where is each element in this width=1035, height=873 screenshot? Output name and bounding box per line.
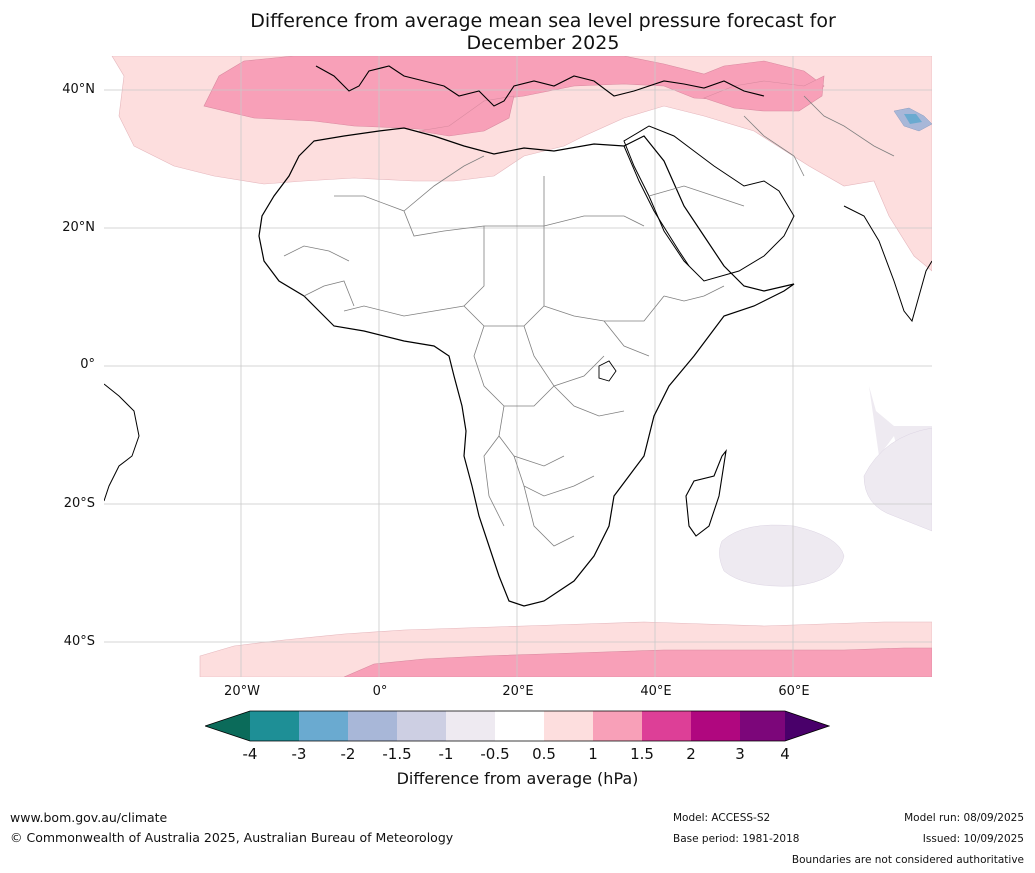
legend-arrow-low bbox=[205, 711, 250, 741]
legend-tick: 0.5 bbox=[532, 745, 556, 763]
legend-tick: 1 bbox=[588, 745, 598, 763]
footer-model: Model: ACCESS-S2 bbox=[673, 812, 771, 824]
legend-title: Difference from average (hPa) bbox=[396, 769, 639, 788]
madagascar-coastline bbox=[685, 449, 727, 537]
legend-outline bbox=[205, 710, 830, 742]
map-title-line2: December 2025 bbox=[466, 32, 620, 54]
legend-tick: -0.5 bbox=[480, 745, 510, 763]
anomaly-region-south-medium bbox=[343, 647, 932, 677]
map-canvas bbox=[104, 56, 932, 677]
lake-victoria bbox=[598, 360, 617, 382]
legend-bin bbox=[642, 711, 691, 741]
country-borders bbox=[283, 95, 895, 547]
legend-tick: -1 bbox=[438, 745, 454, 763]
legend-bin bbox=[740, 711, 785, 741]
legend-bin bbox=[250, 711, 299, 741]
red-sea-coastline bbox=[623, 145, 690, 267]
map-title: Difference from average mean sea level p… bbox=[0, 10, 1035, 54]
legend-bin bbox=[495, 711, 544, 741]
anomaly-region-north-medium-lobe bbox=[418, 95, 515, 137]
legend-tick: 1.5 bbox=[630, 745, 654, 763]
anomaly-region-indian-ocean-south bbox=[719, 524, 845, 587]
south-america-coastline bbox=[104, 383, 140, 502]
legend-bin bbox=[593, 711, 642, 741]
legend-tick: -1.5 bbox=[382, 745, 412, 763]
lat-label-equator: 0° bbox=[80, 357, 95, 372]
graticule bbox=[104, 56, 932, 677]
footer-disclaimer: Boundaries are not considered authoritat… bbox=[791, 854, 1024, 866]
legend-tick: 2 bbox=[686, 745, 696, 763]
legend-bin bbox=[446, 711, 495, 741]
lon-label-20e: 20°E bbox=[502, 684, 534, 699]
legend-bin bbox=[348, 711, 397, 741]
footer-base-period: Base period: 1981-2018 bbox=[673, 833, 800, 845]
footer-issued: Issued: 10/09/2025 bbox=[922, 833, 1024, 845]
africa-coastline bbox=[258, 127, 795, 607]
lon-label-40e: 40°E bbox=[640, 684, 672, 699]
lat-label-40s: 40°S bbox=[63, 634, 95, 649]
anomaly-region-indian-ocean-patch bbox=[863, 427, 932, 532]
legend-tick: 4 bbox=[780, 745, 790, 763]
anomaly-region-himalaya-negative-core bbox=[904, 114, 922, 124]
legend-tick: 3 bbox=[735, 745, 745, 763]
anomaly-region-caspian-medium bbox=[703, 75, 825, 112]
india-coastline bbox=[843, 205, 932, 323]
legend-tick: -2 bbox=[340, 745, 356, 763]
legend-bin bbox=[691, 711, 740, 741]
map-title-line1: Difference from average mean sea level p… bbox=[250, 10, 836, 32]
legend-tick: -4 bbox=[242, 745, 258, 763]
lat-label-40n: 40°N bbox=[62, 82, 95, 97]
lon-label-60e: 60°E bbox=[778, 684, 810, 699]
lat-label-20s: 20°S bbox=[63, 496, 95, 511]
lon-label-20w: 20°W bbox=[224, 684, 260, 699]
pressure-anomaly-map bbox=[104, 56, 932, 677]
legend-arrow-high bbox=[785, 711, 829, 741]
legend-tick: -3 bbox=[291, 745, 307, 763]
europe-coastline bbox=[315, 65, 765, 107]
footer-copyright: © Commonwealth of Australia 2025, Austra… bbox=[10, 830, 454, 845]
footer-url: www.bom.gov.au/climate bbox=[10, 810, 168, 825]
legend-bin bbox=[397, 711, 446, 741]
lon-label-0: 0° bbox=[372, 684, 388, 699]
footer-model-run: Model run: 08/09/2025 bbox=[904, 812, 1024, 824]
legend-bin bbox=[544, 711, 593, 741]
legend-bin bbox=[299, 711, 348, 741]
arabia-coastline bbox=[623, 125, 795, 282]
lat-label-20n: 20°N bbox=[62, 220, 95, 235]
legend-colorbar bbox=[205, 710, 830, 742]
